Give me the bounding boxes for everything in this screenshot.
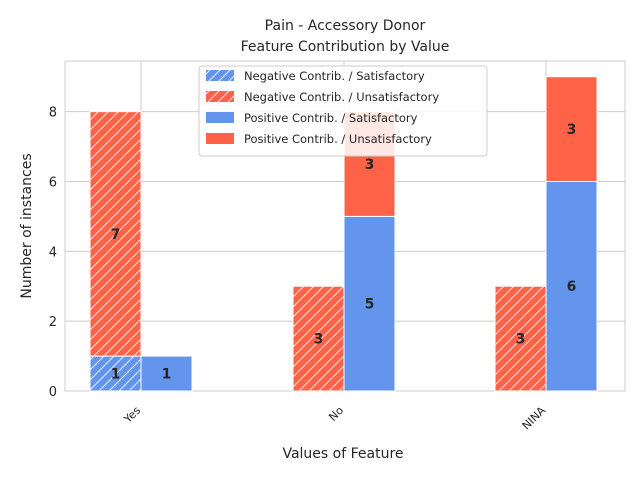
bar-hatch xyxy=(495,286,546,391)
legend-swatch xyxy=(206,112,234,123)
x-tick-label: Yes xyxy=(121,404,144,427)
x-tick-label: NINA xyxy=(520,404,549,433)
data-label: 5 xyxy=(365,297,375,313)
y-tick-label: 6 xyxy=(49,175,57,190)
y-tick-label: 8 xyxy=(49,106,57,121)
legend-swatch-hatch xyxy=(206,91,234,102)
legend-entry-label: Positive Contrib. / Satisfactory xyxy=(244,111,418,125)
legend: Negative Contrib. / Satisfactory Negative… xyxy=(198,65,488,157)
data-label: 3 xyxy=(314,332,324,348)
chart-subtitle: Feature Contribution by Value xyxy=(241,39,450,55)
legend-entry-label: Positive Contrib. / Unsatisfactory xyxy=(244,132,432,146)
bar-segment xyxy=(140,355,193,392)
y-tick-label: 2 xyxy=(49,315,57,330)
data-label: 1 xyxy=(111,367,121,383)
chart-title: Pain - Accessory Donor xyxy=(265,18,426,34)
bar-segment xyxy=(545,76,598,182)
y-tick-label: 0 xyxy=(49,385,57,400)
legend-entry-label: Negative Contrib. / Satisfactory xyxy=(244,69,425,83)
data-label: 6 xyxy=(567,279,577,295)
legend-swatch-hatch xyxy=(206,70,234,81)
data-label: 3 xyxy=(567,122,577,138)
bar-hatch xyxy=(293,286,344,391)
data-label: 3 xyxy=(365,157,375,173)
bar-segment xyxy=(343,215,396,392)
legend-entry-label: Negative Contrib. / Unsatisfactory xyxy=(244,90,439,104)
bar-segment xyxy=(545,180,598,392)
data-label: 7 xyxy=(111,227,121,243)
y-axis-label: Number of instances xyxy=(19,153,35,298)
bar-hatch xyxy=(90,356,141,391)
x-axis-label: Values of Feature xyxy=(282,446,403,462)
legend-box xyxy=(198,65,488,157)
bar-hatch xyxy=(90,111,141,357)
x-tick-label: No xyxy=(326,404,346,424)
y-tick-label: 4 xyxy=(49,245,57,260)
data-label: 3 xyxy=(516,332,526,348)
legend-swatch xyxy=(206,133,234,144)
data-label: 1 xyxy=(162,367,172,383)
